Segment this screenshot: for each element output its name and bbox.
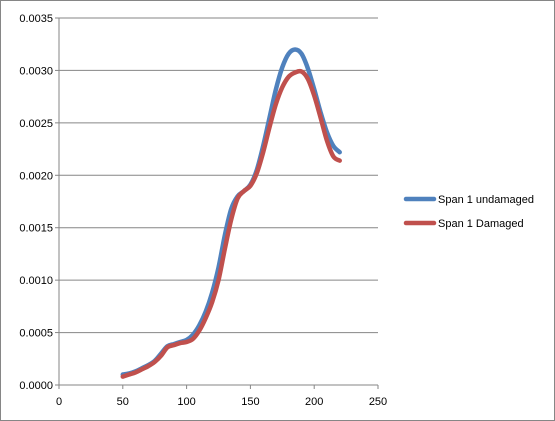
- y-tick-label: 0.0005: [19, 328, 53, 340]
- y-tick-label: 0.0030: [19, 65, 53, 77]
- x-tick-label: 150: [241, 396, 259, 408]
- y-tick-label: 0.0035: [19, 13, 53, 25]
- y-tick-label: 0.0025: [19, 118, 53, 130]
- y-tick-label: 0.0000: [19, 380, 53, 392]
- x-tick-label: 50: [117, 396, 129, 408]
- y-tick-label: 0.0010: [19, 275, 53, 287]
- legend-label: Span 1 undamaged: [438, 194, 534, 206]
- y-tick-label: 0.0020: [19, 170, 53, 182]
- x-tick-label: 0: [56, 396, 62, 408]
- x-tick-label: 100: [177, 396, 195, 408]
- y-tick-label: 0.0015: [19, 223, 53, 235]
- legend-label: Span 1 Damaged: [438, 218, 524, 230]
- series-line-damaged: [120, 68, 342, 379]
- x-tick-label: 250: [369, 396, 387, 408]
- x-tick-label: 200: [305, 396, 323, 408]
